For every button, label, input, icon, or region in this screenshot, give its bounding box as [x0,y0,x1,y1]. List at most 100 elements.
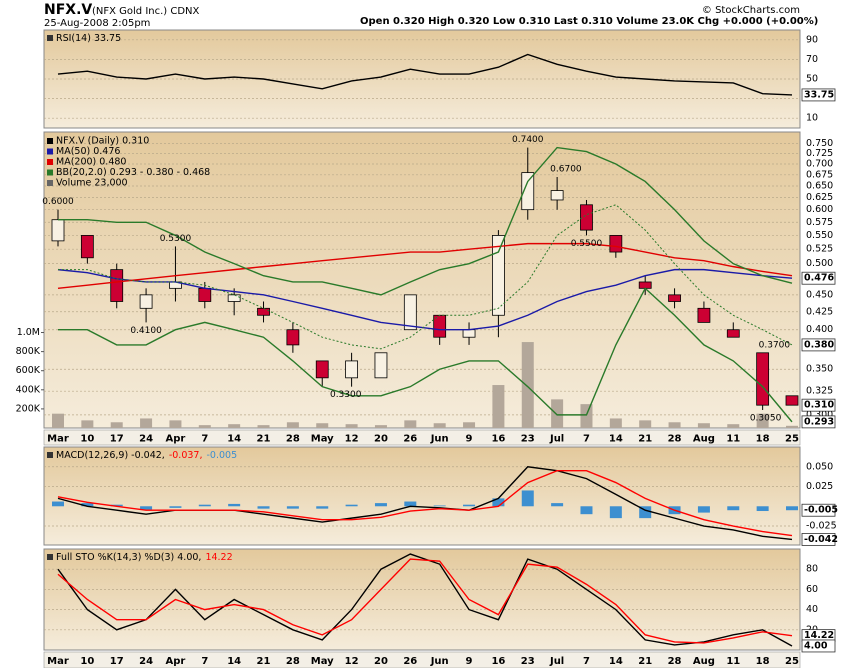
bar [52,413,64,428]
series-line [57,553,793,647]
bar [228,503,241,507]
price-annotation: 0.5300 [160,234,192,244]
series-line [57,558,793,644]
x-tick-label: 24 [139,656,153,667]
bar [198,425,211,428]
y-tick-label: 0.725 [806,148,833,159]
y-tick-label: 0.650 [806,180,833,191]
price-annotation: 0.3700 [759,340,791,350]
bar [521,342,534,428]
bar [404,420,417,428]
legend: RSI(14) 33.75 [56,33,121,44]
legend-entry: -0.005 [206,450,237,461]
legend-entry: BB(20,2.0) 0.293 - 0.380 - 0.468 [56,167,210,178]
x-tick-label: 18 [756,656,770,667]
x-tick-label: Apr [166,434,186,445]
candle-body [51,219,65,242]
y2-tick-label: 800K [16,346,41,357]
x-tick-label: 21 [257,434,271,445]
value-box-label: -0.005 [804,505,838,516]
x-tick-label: 11 [726,656,740,667]
x-tick-label: May [311,434,334,445]
y-tick-label: 0.500 [806,258,833,269]
bar [521,490,534,507]
bar [345,424,358,428]
y-tick-label: 0.600 [806,204,833,215]
x-tick-label: 25 [785,656,799,667]
bar [727,424,740,428]
panel-background [43,446,801,546]
bar [433,505,446,507]
candle-body [462,329,476,338]
bar [198,504,211,507]
y-tick-label: 40 [806,604,818,615]
bar [169,420,182,428]
bar [580,404,593,428]
bar [492,385,505,428]
y-tick-label: 0.425 [806,306,833,317]
candle-body [609,235,623,253]
series-line [57,53,793,96]
x-tick-label: May [311,656,334,667]
bar [786,425,798,428]
bar [580,506,593,515]
x-tick-label: 14 [609,656,623,667]
value-box-label: 4.00 [804,640,828,651]
x-tick-label: 14 [609,434,623,445]
bar [316,506,329,509]
legend: MACD(12,26,9) -0.042, -0.037, -0.005 [56,450,237,461]
candle-body [638,281,652,289]
candle-body [785,395,799,406]
legend-swatch [47,452,53,458]
bar [374,503,387,507]
x-tick-label: 16 [491,656,505,667]
value-box-label: 0.476 [804,273,834,284]
x-tick-label: Aug [693,434,715,445]
bar [727,506,740,511]
legend-entry: MACD(12,26,9) -0.042, [56,450,165,461]
bar [609,506,622,519]
y-tick-label: -0.025 [806,521,837,532]
candle-body [139,294,153,309]
bar [286,506,299,509]
y-tick-label: 70 [806,54,818,65]
x-tick-label: Mar [47,434,69,445]
candle-body [726,329,740,338]
value-box-label: -0.042 [804,534,838,545]
legend-swatch [47,159,53,165]
legend-swatch [47,35,53,41]
candle-body [110,269,124,302]
series-line [57,242,793,290]
bar [786,506,798,511]
y-tick-label: 50 [806,74,818,85]
candle-body [374,352,388,379]
date: 25-Aug-2008 2:05pm [44,18,150,29]
x-tick-label: 14 [227,434,241,445]
value-box [801,533,836,546]
candle-body [521,172,535,211]
y-tick-label: 0.750 [806,138,833,149]
bar [52,501,64,507]
price-annotation: 0.6700 [550,165,582,175]
x-tick-label: 9 [466,656,473,667]
y-tick-label: 0.700 [806,159,833,170]
y-tick-label: 0.350 [806,364,833,375]
value-box-label: 33.75 [804,89,834,100]
company-name: (NFX Gold Inc.) CDNX [92,6,200,17]
price-annotation: 0.3050 [750,413,782,423]
value-box [801,398,836,412]
bar [639,420,652,428]
x-tick-label: 7 [201,656,208,667]
y-tick-label: 80 [806,564,818,575]
price-annotation: 0.3300 [330,390,362,400]
bar [169,506,182,508]
bar [463,504,476,507]
candle-body [286,329,300,346]
x-tick-label: 24 [139,434,153,445]
y-tick-label: 0.400 [806,324,833,335]
bar [756,506,769,512]
legend-entry: NFX.V (Daily) 0.310 [56,136,149,147]
candle-body [315,360,329,379]
